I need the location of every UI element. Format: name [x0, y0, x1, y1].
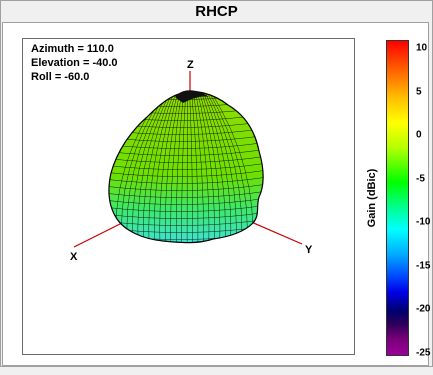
colorbar-tick-label: -5	[416, 173, 425, 185]
colorbar-tick-label: -25	[416, 347, 431, 359]
z-axis-label: Z	[187, 59, 194, 71]
colorbar-tick-label: 5	[416, 86, 422, 98]
colorbar-title: Gain (dBic)	[366, 168, 378, 228]
y-axis-label: Y	[305, 244, 313, 256]
colorbar-tick-label: -15	[416, 260, 431, 272]
window-title: RHCP	[195, 3, 238, 20]
3d-pattern-view[interactable]: Z X Y Azimuth = 110.0 Elevation = -40.0 …	[22, 38, 355, 355]
colorbar-tick-label: 10	[416, 42, 428, 54]
radiation-pattern-svg[interactable]: Z X Y	[23, 39, 354, 354]
radiation-pattern-lobe	[108, 90, 264, 244]
elevation-readout: Elevation = -40.0	[31, 57, 118, 69]
x-axis-label: X	[70, 251, 78, 263]
status-strip	[0, 366, 433, 375]
colorbar-tick-label: 0	[416, 129, 422, 141]
colorbar-tick-label: -20	[416, 303, 431, 315]
gain-colorbar	[386, 40, 409, 356]
colorbar-tick-label: -10	[416, 216, 431, 228]
x-axis-line	[73, 222, 123, 248]
roll-readout: Roll = -60.0	[31, 71, 90, 83]
y-axis-line	[248, 220, 303, 245]
azimuth-readout: Azimuth = 110.0	[31, 43, 114, 55]
